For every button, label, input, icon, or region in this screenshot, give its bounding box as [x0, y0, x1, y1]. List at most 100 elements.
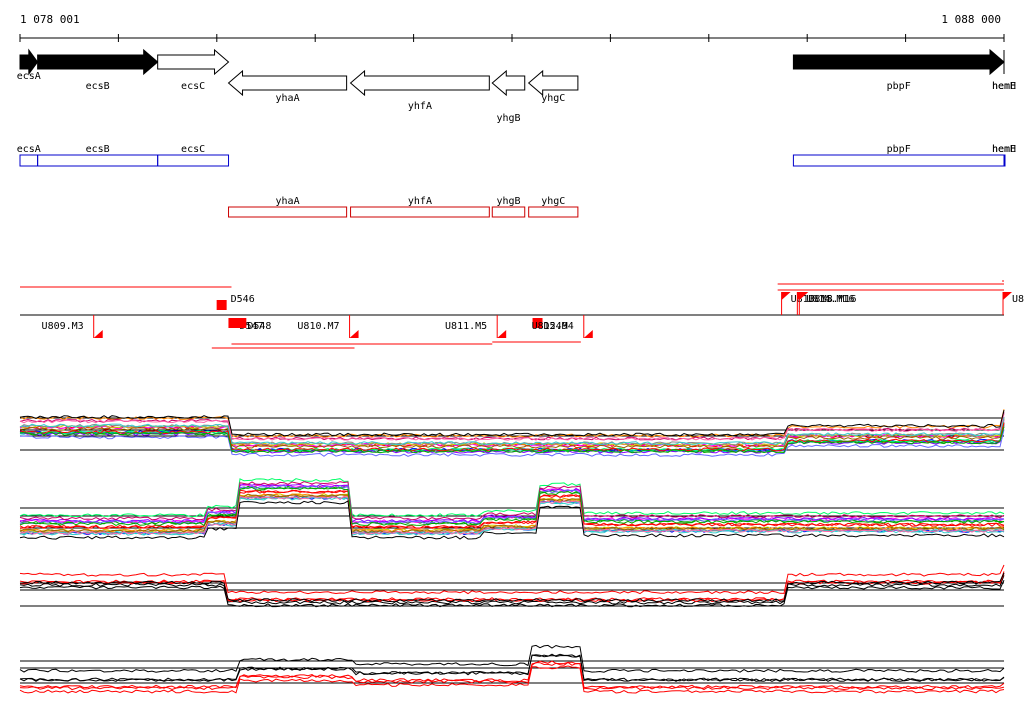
gene-label-yhgC: yhgC	[541, 93, 565, 104]
transcript-marker	[236, 318, 247, 328]
forward-box-ecsC	[157, 154, 230, 167]
ruler-end-label: 1 088 000	[941, 13, 1001, 26]
transcript-label: U811.M5	[445, 321, 487, 332]
gene-label-ecsA: ecsA	[17, 71, 41, 82]
gene-arrow-pbpF	[792, 48, 1005, 76]
profile-series-line	[19, 660, 1005, 689]
profile-series-line	[19, 489, 1005, 529]
profile-series-line	[19, 571, 1005, 602]
gene-arrow-yhaA	[227, 69, 348, 97]
transcript-marker	[532, 318, 543, 328]
profile-series-line	[19, 500, 1005, 540]
transcript-marker	[781, 292, 791, 300]
forward-box-label-ecsC: ecsC	[181, 144, 205, 155]
coordinate-ruler: 1 078 001 1 088 000	[19, 13, 1005, 42]
profile-series-line	[19, 653, 1005, 682]
gene-label-pbpF: pbpF	[887, 81, 911, 92]
profile-series-line	[19, 486, 1005, 527]
reverse-box-yhgB	[491, 206, 526, 218]
transcript-marker	[497, 330, 507, 338]
transcript-label: U813.M8	[791, 294, 833, 305]
gene-label-ecsB: ecsB	[86, 81, 110, 92]
transcript-marker	[216, 300, 227, 310]
transcript-marker	[93, 330, 103, 338]
profile-profiles-forward	[19, 409, 1005, 457]
profile-series-line	[19, 422, 1005, 449]
gene-label-yhfA: yhfA	[408, 101, 432, 112]
profile-series-line	[19, 493, 1005, 534]
profile-series-line	[19, 423, 1005, 452]
transcript-label: D546	[231, 294, 255, 305]
profile-series-line	[19, 413, 1005, 441]
reverse-box-label-yhgB: yhgB	[496, 196, 520, 207]
profile-series-line	[19, 429, 1005, 457]
profile-series-line	[19, 661, 1005, 691]
gene-label-yhgB: yhgB	[496, 113, 520, 124]
gene-label-yhaA: yhaA	[276, 93, 300, 104]
reverse-box-yhgC	[528, 206, 579, 218]
transcript-marker	[228, 318, 239, 328]
forward-box-hemH	[1003, 154, 1006, 167]
gene-arrow-ecsC	[157, 48, 230, 76]
transcript-label: U809.M3	[42, 321, 84, 332]
profile-series-line	[19, 665, 1005, 694]
forward-box-label-pbpF: pbpF	[887, 144, 911, 155]
forward-box-ecsA	[19, 154, 39, 167]
expression-profiles	[19, 409, 1005, 694]
profile-series-line	[19, 481, 1005, 521]
transcript-label: U814.M16	[806, 294, 854, 305]
gene-arrow-ecsA	[19, 48, 39, 76]
forward-box-label-hemE: hemE	[992, 144, 1016, 155]
reverse-box-yhaA	[228, 206, 348, 218]
profile-series-line	[19, 412, 1005, 441]
transcript-marker	[349, 330, 359, 338]
profile-summary-reverse	[19, 644, 1005, 694]
reverse-box-yhfA	[350, 206, 490, 218]
profile-series-line	[19, 484, 1005, 524]
profile-series-line	[19, 409, 1005, 438]
gene-arrow-ecsB	[37, 48, 159, 76]
forward-box-label-ecsB: ecsB	[86, 144, 110, 155]
gene-label-ecsC: ecsC	[181, 81, 205, 92]
ruler-start-label: 1 078 001	[20, 13, 80, 26]
gene-arrow-yhfA	[349, 69, 490, 97]
transcript-label: D549	[544, 321, 568, 332]
transcript-label: D547	[239, 321, 263, 332]
reverse-box-label-yhaA: yhaA	[276, 196, 300, 207]
forward-box-label-hemH: hemH	[992, 144, 1016, 155]
profile-series-line	[19, 579, 1005, 608]
transcript-label: U812.M4	[532, 321, 574, 332]
transcript-label: U810.M7	[297, 321, 339, 332]
reverse-box-label-yhgC: yhgC	[541, 196, 565, 207]
gene-label-hemE: hemE	[992, 81, 1016, 92]
profile-series-line	[19, 478, 1005, 518]
transcript-label: U815.M16	[808, 294, 856, 305]
transcript-label: D548	[247, 321, 271, 332]
transcript-marker	[1003, 292, 1013, 300]
transcript-marker	[799, 292, 809, 300]
profile-series-line	[19, 644, 1005, 673]
profile-series-line	[19, 572, 1005, 603]
profile-series-line	[19, 417, 1005, 446]
profile-profiles-reverse	[19, 478, 1005, 540]
gene-label-hemH: hemH	[992, 81, 1016, 92]
forward-box-label-ecsA: ecsA	[17, 144, 41, 155]
gene-arrow-yhgB	[491, 69, 526, 97]
reverse-box-label-yhfA: yhfA	[408, 196, 432, 207]
profile-series-line	[19, 495, 1005, 535]
profile-series-line	[20, 426, 1005, 454]
ruler-ticks	[19, 34, 1005, 42]
profile-series-line	[19, 564, 1005, 595]
profile-summary-forward	[19, 564, 1005, 608]
forward-box-ecsB	[37, 154, 159, 167]
transcript-label: U816.M19	[1012, 294, 1024, 305]
transcript-marker	[583, 330, 593, 338]
profile-series-line	[19, 409, 1005, 437]
profile-series-line	[19, 493, 1005, 533]
forward-box-pbpF	[792, 154, 1005, 167]
